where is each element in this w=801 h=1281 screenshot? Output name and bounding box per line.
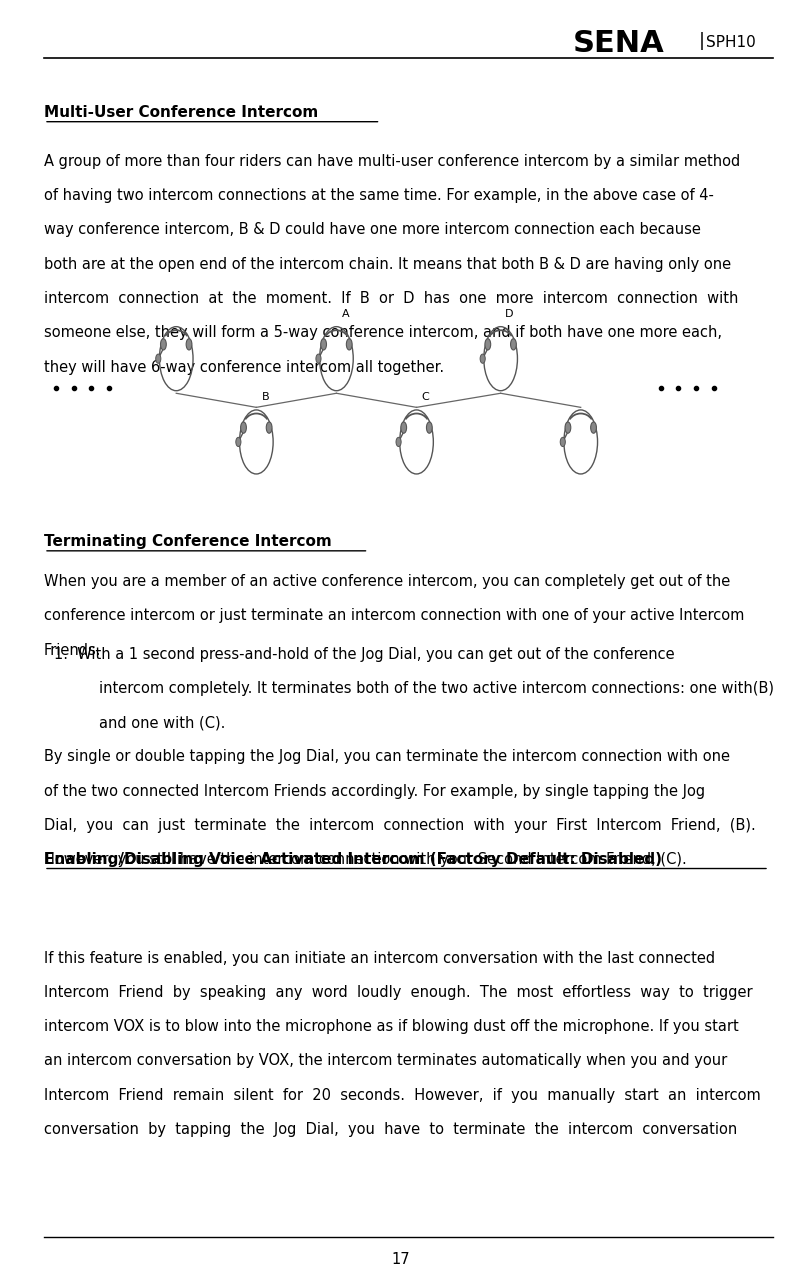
Ellipse shape <box>320 338 327 350</box>
Text: Multi-User Conference Intercom: Multi-User Conference Intercom <box>44 105 318 120</box>
Ellipse shape <box>266 421 272 433</box>
Text: C: C <box>421 392 429 402</box>
Ellipse shape <box>480 354 485 364</box>
Text: SENA: SENA <box>573 29 665 59</box>
Text: However, you still have the intercom connection with your Second Intercom Friend: However, you still have the intercom con… <box>44 852 686 867</box>
Text: conversation  by  tapping  the  Jog  Dial,  you  have  to  terminate  the  inter: conversation by tapping the Jog Dial, yo… <box>44 1122 737 1138</box>
Ellipse shape <box>560 437 566 447</box>
Ellipse shape <box>485 338 491 350</box>
Text: an intercom conversation by VOX, the intercom terminates automatically when you : an intercom conversation by VOX, the int… <box>44 1053 727 1068</box>
Ellipse shape <box>590 421 597 433</box>
Ellipse shape <box>155 354 161 364</box>
Ellipse shape <box>240 421 247 433</box>
Ellipse shape <box>235 437 241 447</box>
Ellipse shape <box>346 338 352 350</box>
Text: If this feature is enabled, you can initiate an intercom conversation with the l: If this feature is enabled, you can init… <box>44 951 715 966</box>
Ellipse shape <box>186 338 192 350</box>
Text: When you are a member of an active conference intercom, you can completely get o: When you are a member of an active confe… <box>44 574 731 589</box>
Ellipse shape <box>565 421 571 433</box>
Text: intercom VOX is to blow into the microphone as if blowing dust off the microphon: intercom VOX is to blow into the microph… <box>44 1020 739 1034</box>
Text: Enabling/Disabling Voice Activated Intercom (Factory Default: Disabled): Enabling/Disabling Voice Activated Inter… <box>44 852 662 867</box>
Text: B: B <box>261 392 269 402</box>
Text: SPH10: SPH10 <box>706 35 756 50</box>
Ellipse shape <box>160 338 167 350</box>
Text: intercom  connection  at  the  moment.  If  B  or  D  has  one  more  intercom  : intercom connection at the moment. If B … <box>44 291 739 306</box>
Ellipse shape <box>400 421 407 433</box>
Ellipse shape <box>316 354 321 364</box>
Text: intercom completely. It terminates both of the two active intercom connections: : intercom completely. It terminates both … <box>99 681 774 697</box>
Ellipse shape <box>510 338 517 350</box>
Ellipse shape <box>426 421 433 433</box>
Text: |: | <box>698 32 704 50</box>
Text: A group of more than four riders can have multi-user conference intercom by a si: A group of more than four riders can hav… <box>44 154 740 169</box>
Text: Friends.: Friends. <box>44 643 102 657</box>
Text: both are at the open end of the intercom chain. It means that both B & D are hav: both are at the open end of the intercom… <box>44 256 731 272</box>
Text: they will have 6-way conference intercom all together.: they will have 6-way conference intercom… <box>44 360 445 375</box>
Text: Intercom  Friend  by  speaking  any  word  loudly  enough.  The  most  effortles: Intercom Friend by speaking any word lou… <box>44 985 753 1000</box>
Text: A: A <box>341 309 349 319</box>
Text: 1.  With a 1 second press-and-hold of the Jog Dial, you can get out of the confe: 1. With a 1 second press-and-hold of the… <box>54 647 674 662</box>
Text: way conference intercom, B & D could have one more intercom connection each beca: way conference intercom, B & D could hav… <box>44 223 701 237</box>
Text: of the two connected Intercom Friends accordingly. For example, by single tappin: of the two connected Intercom Friends ac… <box>44 784 705 799</box>
Text: By single or double tapping the Jog Dial, you can terminate the intercom connect: By single or double tapping the Jog Dial… <box>44 749 730 765</box>
Text: conference intercom or just terminate an intercom connection with one of your ac: conference intercom or just terminate an… <box>44 608 744 624</box>
Ellipse shape <box>396 437 401 447</box>
Text: and one with (C).: and one with (C). <box>99 716 225 730</box>
Text: someone else, they will form a 5-way conference intercom, and if both have one m: someone else, they will form a 5-way con… <box>44 325 722 341</box>
Text: Terminating Conference Intercom: Terminating Conference Intercom <box>44 534 332 550</box>
Text: 17: 17 <box>391 1252 410 1267</box>
Text: D: D <box>505 309 514 319</box>
Text: Intercom  Friend  remain  silent  for  20  seconds.  However,  if  you  manually: Intercom Friend remain silent for 20 sec… <box>44 1088 761 1103</box>
Text: of having two intercom connections at the same time. For example, in the above c: of having two intercom connections at th… <box>44 188 714 204</box>
Text: Dial,  you  can  just  terminate  the  intercom  connection  with  your  First  : Dial, you can just terminate the interco… <box>44 819 756 833</box>
